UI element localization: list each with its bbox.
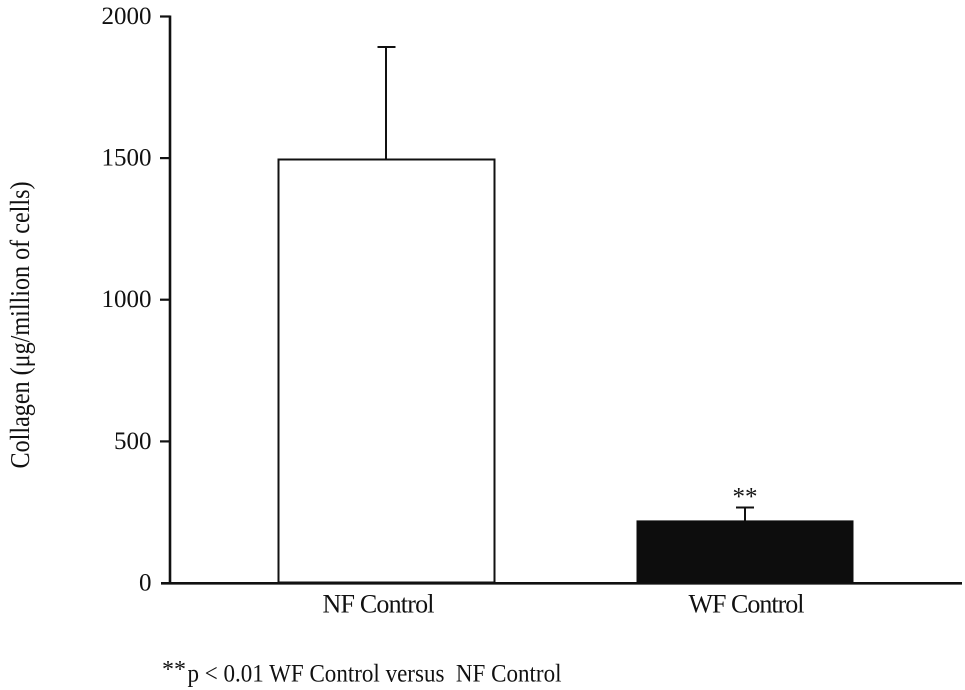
svg-text:1500: 1500 [102,145,152,172]
svg-text:p < 0.01 WF Control versus NF: p < 0.01 WF Control versus NF Control [188,661,562,688]
svg-text:Collagen (μg/million of cells): Collagen (μg/million of cells) [5,182,35,469]
svg-text:2000: 2000 [102,3,152,30]
svg-text:WF Control: WF Control [689,590,805,619]
svg-text:500: 500 [114,428,152,455]
svg-text:**: ** [162,657,186,683]
svg-text:**: ** [733,484,758,511]
svg-text:1000: 1000 [102,286,152,313]
svg-text:NF Control: NF Control [323,590,435,619]
svg-text:0: 0 [139,570,152,597]
